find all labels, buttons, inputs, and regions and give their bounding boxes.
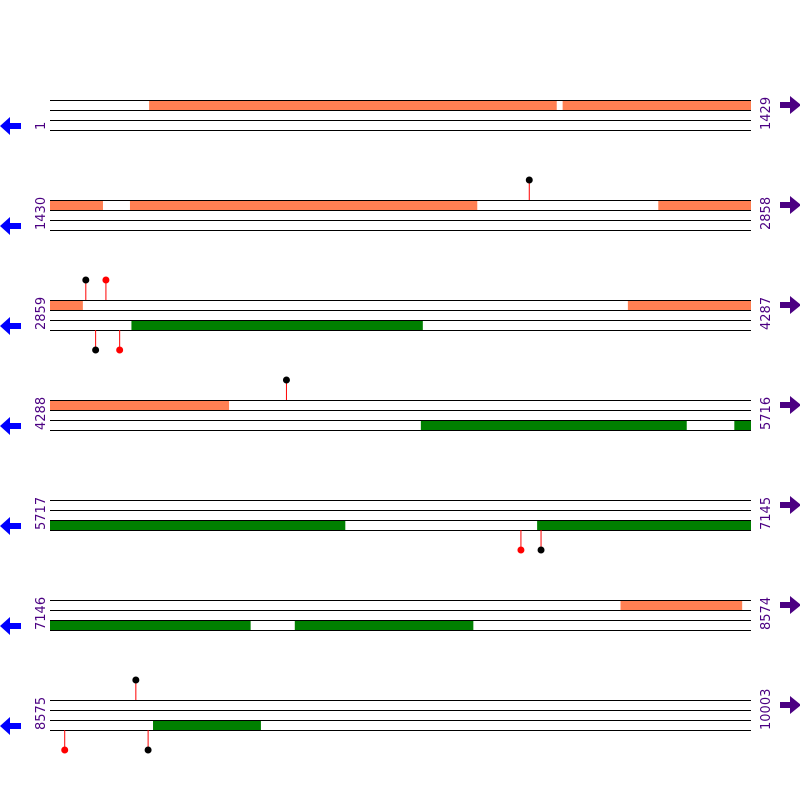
forward-feature[interactable] [50,300,83,310]
reverse-feature[interactable] [734,420,751,430]
pin-marker[interactable] [144,746,152,754]
arrow-left-icon [0,217,21,235]
sequence-row: 8575 10003 [0,676,800,754]
row-end-label: 10003 [759,689,774,730]
forward-feature[interactable] [627,300,751,310]
pin-marker[interactable] [537,546,545,554]
pin-marker[interactable] [517,546,525,554]
arrow-right-icon [780,296,800,314]
sequence-row: 1430 2858 [0,176,800,235]
reverse-feature[interactable] [537,520,751,530]
row-end-label: 5716 [759,397,774,430]
pin-marker[interactable] [61,746,69,754]
forward-feature[interactable] [149,100,557,110]
reverse-feature[interactable] [153,720,261,730]
forward-feature[interactable] [50,200,103,210]
row-start-label: 8575 [34,697,49,730]
reverse-feature[interactable] [50,620,251,630]
sequence-row: 7146 8574 [0,596,800,635]
forward-feature[interactable] [129,200,478,210]
row-start-label: 1 [34,122,49,130]
pin-marker[interactable] [102,276,110,284]
reverse-feature[interactable] [50,520,346,530]
arrow-right-icon [780,496,800,514]
row-start-label: 5717 [34,497,49,530]
row-start-label: 7146 [34,597,49,630]
pin-marker[interactable] [92,346,100,354]
forward-feature[interactable] [620,600,743,610]
arrow-right-icon [780,696,800,714]
forward-feature[interactable] [658,200,751,210]
arrow-left-icon [0,417,21,435]
row-end-label: 8574 [759,597,774,630]
pin-marker[interactable] [525,176,533,184]
arrow-right-icon [780,596,800,614]
arrow-right-icon [780,396,800,414]
reverse-feature[interactable] [131,320,423,330]
row-end-label: 1429 [759,97,774,130]
arrow-left-icon [0,717,21,735]
pin-marker[interactable] [132,676,140,684]
pin-marker[interactable] [116,346,124,354]
sequence-row: 2859 4287 [0,276,800,354]
forward-feature[interactable] [50,400,230,410]
pin-marker[interactable] [282,376,290,384]
row-end-label: 4287 [759,297,774,330]
reverse-feature[interactable] [294,620,474,630]
arrow-left-icon [0,117,21,135]
row-end-label: 7145 [759,497,774,530]
sequence-row: 4288 5716 [0,376,800,435]
row-start-label: 1430 [34,197,49,230]
forward-feature[interactable] [562,100,751,110]
reverse-feature[interactable] [420,420,687,430]
row-end-label: 2858 [759,197,774,230]
row-start-label: 2859 [34,297,49,330]
arrow-right-icon [780,96,800,114]
row-start-label: 4288 [34,397,49,430]
arrow-left-icon [0,517,21,535]
arrow-right-icon [780,196,800,214]
sequence-row: 1 1429 [0,96,800,135]
sequence-row: 5717 7145 [0,496,800,554]
pin-marker[interactable] [82,276,90,284]
arrow-left-icon [0,617,21,635]
arrow-left-icon [0,317,21,335]
